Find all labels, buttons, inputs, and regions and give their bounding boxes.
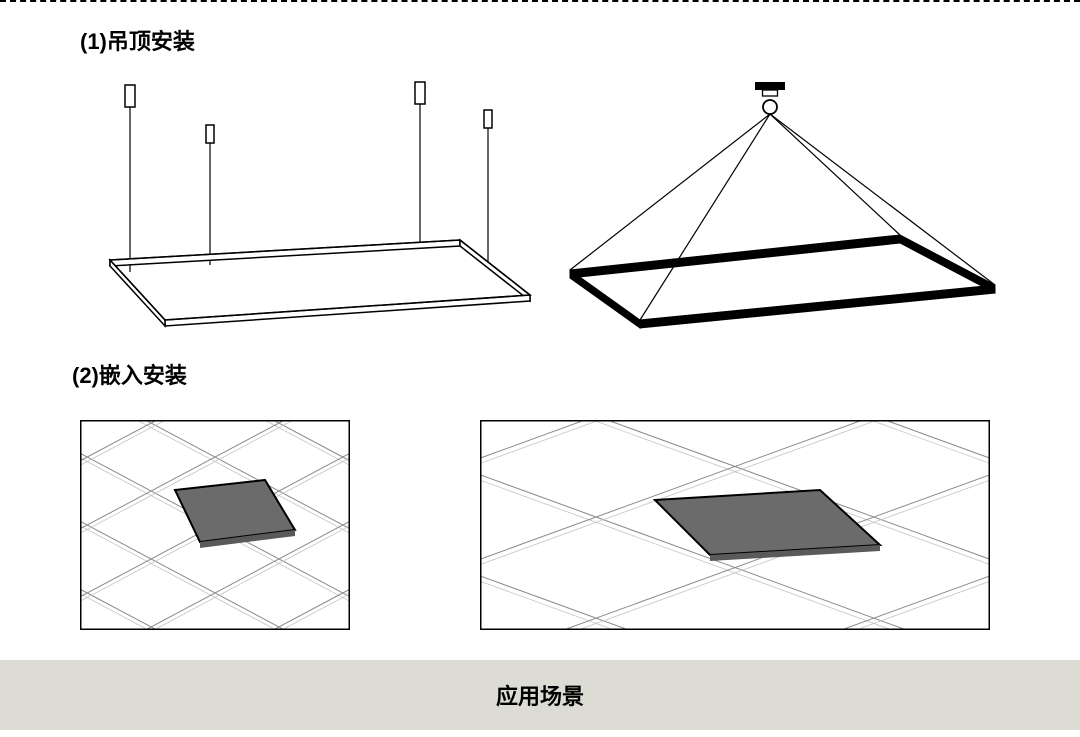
diagram-suspended-single-hook bbox=[555, 70, 1005, 330]
footer-title-bar: 应用场景 bbox=[0, 660, 1080, 730]
section-1-heading: (1)吊顶安装 bbox=[80, 24, 195, 56]
section-2-heading: (2)嵌入安装 bbox=[72, 358, 187, 390]
top-dashed-rule bbox=[0, 0, 1080, 2]
diagram-recessed-small bbox=[80, 420, 350, 630]
diagram-suspended-four-cables bbox=[70, 70, 540, 330]
diagram-recessed-large bbox=[480, 420, 990, 630]
footer-title-text: 应用场景 bbox=[496, 679, 584, 711]
page-root: (1)吊顶安装 (2)嵌入安装 应用场景 bbox=[0, 0, 1080, 737]
